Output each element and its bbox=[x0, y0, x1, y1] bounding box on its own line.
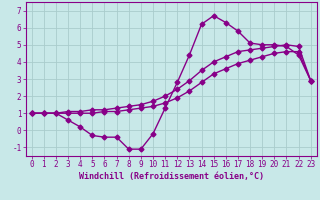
X-axis label: Windchill (Refroidissement éolien,°C): Windchill (Refroidissement éolien,°C) bbox=[79, 172, 264, 181]
